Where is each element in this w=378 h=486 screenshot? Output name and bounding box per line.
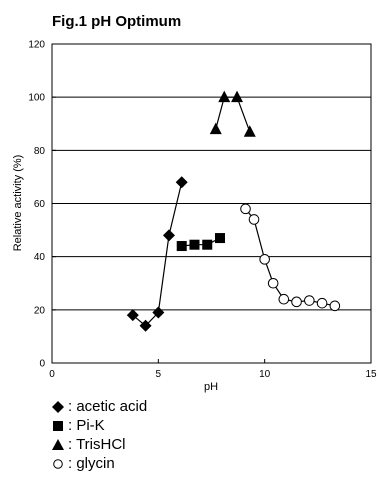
legend-item-pi-k: : Pi-K [52,416,147,435]
data-point-glycin-0 [240,203,251,215]
data-point-glycin-7 [316,297,328,309]
data-point-trishcl-0 [209,122,222,135]
data-point-glycin-2 [259,254,270,265]
y-tick-label-0: 0 [39,359,45,370]
data-point-trishcl-1 [218,90,231,103]
legend: : acetic acid : Pi-K : TrisHCl : glycin [52,397,147,473]
x-axis-label: pH [204,381,218,393]
series-line-trishcl [215,96,251,132]
x-tick-label-3: 15 [365,369,377,380]
y-tick-label-6: 120 [28,40,45,51]
data-point-glycin-5 [291,296,302,308]
y-tick-label-1: 20 [34,305,46,316]
y-tick-label-4: 80 [34,146,46,157]
data-series [126,90,341,332]
data-point-acetic-acid-1 [139,319,152,332]
open-circle-marker-icon [53,458,63,469]
data-point-pi-k-2 [202,239,213,250]
series-line-pi-k [181,237,221,247]
gridlines [52,96,371,311]
y-tick-label-3: 60 [34,199,46,210]
chart-title: Fig.1 pH Optimum [52,13,181,30]
data-point-pi-k-3 [215,233,226,244]
y-axis-label: Relative activity (%) [12,155,24,252]
data-point-trishcl-3 [243,125,256,137]
legend-label: : acetic acid [68,398,148,415]
legend-item-trishcl: : TrisHCl [52,435,147,454]
data-point-acetic-acid-0 [126,309,139,322]
data-point-glycin-1 [248,214,260,225]
data-point-acetic-acid-2 [152,306,165,319]
x-tick-label-2: 10 [259,369,271,380]
legend-label: : Pi-K [68,417,105,434]
legend-item-glycin: : glycin [52,454,147,473]
y-tick-label-2: 40 [34,252,46,263]
square-marker-icon [53,420,63,431]
data-point-glycin-3 [267,277,279,289]
data-point-pi-k-1 [189,239,200,250]
x-tick-label-0: 0 [49,369,55,380]
legend-item-acetic-acid: : acetic acid [52,397,147,416]
y-tick-label-5: 100 [28,93,45,104]
x-tick-label-1: 5 [156,369,162,380]
data-point-acetic-acid-4 [175,176,188,189]
legend-label: : TrisHCl [68,436,126,453]
x-axis-ticks: 0 5 10 15 [49,359,377,380]
data-point-acetic-acid-3 [162,229,175,242]
data-point-trishcl-2 [231,90,244,103]
data-point-glycin-4 [278,293,290,305]
data-point-glycin-6 [304,295,315,306]
diamond-marker-icon [52,400,64,413]
triangle-marker-icon [52,438,64,450]
data-point-glycin-8 [329,300,341,312]
y-axis-ticks: 0 20 40 60 80 100 120 [28,40,56,370]
legend-label: : glycin [68,455,115,472]
data-point-pi-k-0 [176,241,187,252]
series-line-glycin [245,208,335,307]
